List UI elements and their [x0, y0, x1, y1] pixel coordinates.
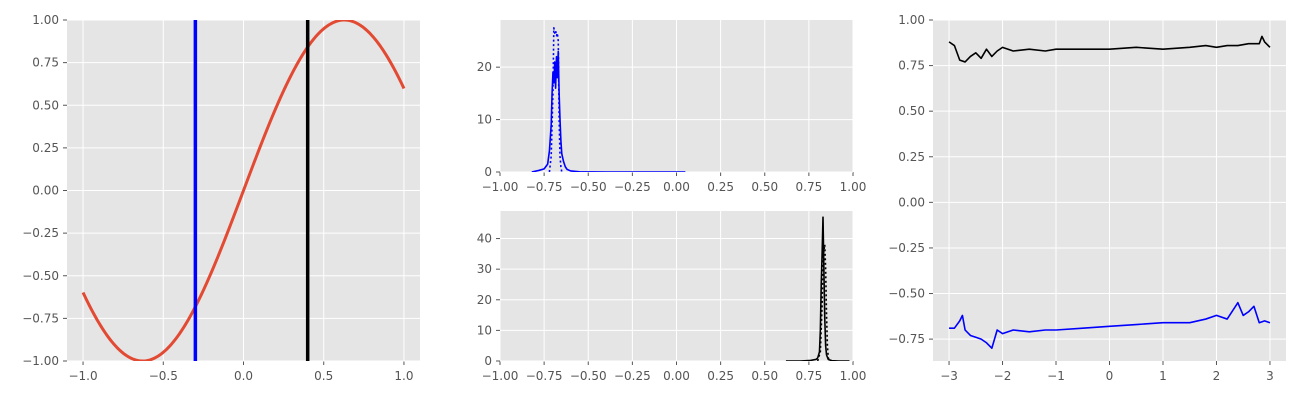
y-tick-label: 0 [484, 165, 492, 179]
x-tick-label: 0.50 [751, 369, 778, 383]
y-tick-label: 10 [477, 113, 492, 127]
axes-middle-top: −1.00 −0.75 −0.50 −0.25 0.00 0.25 0.50 0.75 1.00… [477, 20, 867, 194]
y-tick-label: 10 [477, 323, 492, 337]
y-tick-label: 1.00 [32, 13, 59, 27]
dotted-series-line [816, 243, 831, 361]
x-tick-label: −0.5 [149, 369, 178, 383]
x-tick-label: 0.00 [663, 180, 690, 194]
x-tick-label: −1.0 [68, 369, 97, 383]
axes-left: −1.0 −0.5 0.0 0.5 1.0 −1.00 −0.75 −0.50 −0.25 0.0… [22, 13, 420, 383]
y-tick-label: −0.50 [22, 269, 59, 283]
x-tick-label: 0.25 [707, 180, 734, 194]
axes-middle-bottom: −1.00 −0.75 −0.50 −0.25 0.00 0.25 0.50 0.75 1.00… [477, 211, 867, 383]
y-tick-label: 0.25 [898, 150, 925, 164]
x-tick-label: 0.75 [796, 369, 823, 383]
x-tick-label: −0.50 [570, 369, 607, 383]
x-tick-label: 0.50 [751, 180, 778, 194]
x-tick-label: 1.00 [840, 180, 867, 194]
y-tick-label: 20 [477, 293, 492, 307]
x-tick-label: −0.25 [614, 369, 651, 383]
x-tick-label: −0.25 [614, 180, 651, 194]
x-tick-label: 0.75 [796, 180, 823, 194]
y-tick-label: −0.75 [22, 311, 59, 325]
x-tick-label: 2 [1213, 369, 1221, 383]
y-tick-label: 1.00 [898, 13, 925, 27]
solid-series-line [81, 20, 406, 361]
x-tick-label: −3 [940, 369, 958, 383]
x-tick-label: −1.00 [482, 180, 519, 194]
y-tick-label: 30 [477, 262, 492, 276]
x-tick-label: −1.00 [482, 369, 519, 383]
series-group [81, 20, 406, 361]
y-tick-label: 20 [477, 60, 492, 74]
x-tick-label: −0.50 [570, 180, 607, 194]
x-tick-label: −2 [994, 369, 1012, 383]
solid-series-line [531, 50, 686, 172]
x-tick-label: 0.5 [314, 369, 333, 383]
x-tick-label: 0.25 [707, 369, 734, 383]
y-tick-label: 0.75 [32, 56, 59, 70]
x-tick-label: 0.00 [663, 369, 690, 383]
solid-series-line [949, 301, 1271, 350]
axes-right: −3 −2 −1 0 1 2 3 −0.75 −0.50 −0.25 0.00 0.25 0.50 0.7… [888, 13, 1286, 383]
x-tick-label: 1 [1159, 369, 1167, 383]
y-tick-label: 0.25 [32, 141, 59, 155]
y-tick-label: −0.75 [888, 332, 925, 346]
y-tick-label: 0 [484, 354, 492, 368]
dotted-series-line [548, 27, 563, 172]
series-group [948, 35, 1271, 350]
solid-series-line [948, 35, 1271, 63]
x-tick-label: −0.75 [526, 180, 563, 194]
y-tick-label: 0.50 [898, 104, 925, 118]
y-tick-label: 0.75 [898, 59, 925, 73]
y-tick-label: 0.00 [898, 195, 925, 209]
x-tick-label: 3 [1266, 369, 1274, 383]
series-group [785, 216, 850, 361]
y-tick-label: 0.50 [32, 98, 59, 112]
x-tick-label: 1.0 [394, 369, 413, 383]
y-tick-label: −0.50 [888, 287, 925, 301]
x-tick-label: −1 [1047, 369, 1065, 383]
y-tick-label: −0.25 [888, 241, 925, 255]
x-tick-label: 0.0 [234, 369, 253, 383]
y-tick-label: −1.00 [22, 354, 59, 368]
x-tick-label: 0 [1106, 369, 1114, 383]
y-tick-label: 0.00 [32, 184, 59, 198]
solid-series-line [785, 216, 850, 361]
y-tick-label: −0.25 [22, 226, 59, 240]
x-tick-label: 1.00 [840, 369, 867, 383]
series-group [531, 27, 686, 172]
y-tick-label: 40 [477, 232, 492, 246]
x-tick-label: −0.75 [526, 369, 563, 383]
